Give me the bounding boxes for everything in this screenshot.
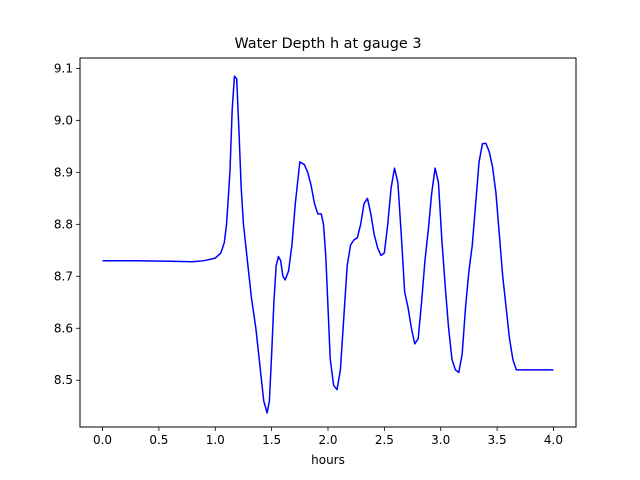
y-tick-label: 8.7: [54, 269, 73, 283]
y-tick-label: 8.5: [54, 373, 73, 387]
x-tick-label: 2.5: [375, 433, 394, 447]
x-tick-label: 0.5: [149, 433, 168, 447]
y-tick-label: 8.9: [54, 165, 73, 179]
y-tick-label: 8.8: [54, 217, 73, 231]
plot-area: [80, 58, 576, 427]
y-tick-label: 9.1: [54, 61, 73, 75]
x-tick-label: 3.5: [488, 433, 507, 447]
y-tick-label: 8.6: [54, 321, 73, 335]
x-tick-label: 3.0: [431, 433, 450, 447]
x-tick-label: 4.0: [544, 433, 563, 447]
x-axis-title: hours: [311, 453, 345, 467]
x-tick-label: 1.5: [262, 433, 281, 447]
series-line-0: [102, 75, 554, 414]
y-axis: 8.5 8.6 8.7 8.8 8.9 9.0 9.1: [54, 61, 80, 387]
x-axis: 0.0 0.5 1.0 1.5 2.0 2.5 3.0 3.5 4.0: [93, 427, 563, 447]
series-layer: [102, 75, 554, 414]
chart-title: Water Depth h at gauge 3: [234, 36, 421, 52]
x-tick-label: 1.0: [206, 433, 225, 447]
y-tick-label: 9.0: [54, 113, 73, 127]
x-tick-label: 0.0: [93, 433, 112, 447]
x-tick-label: 2.0: [318, 433, 337, 447]
